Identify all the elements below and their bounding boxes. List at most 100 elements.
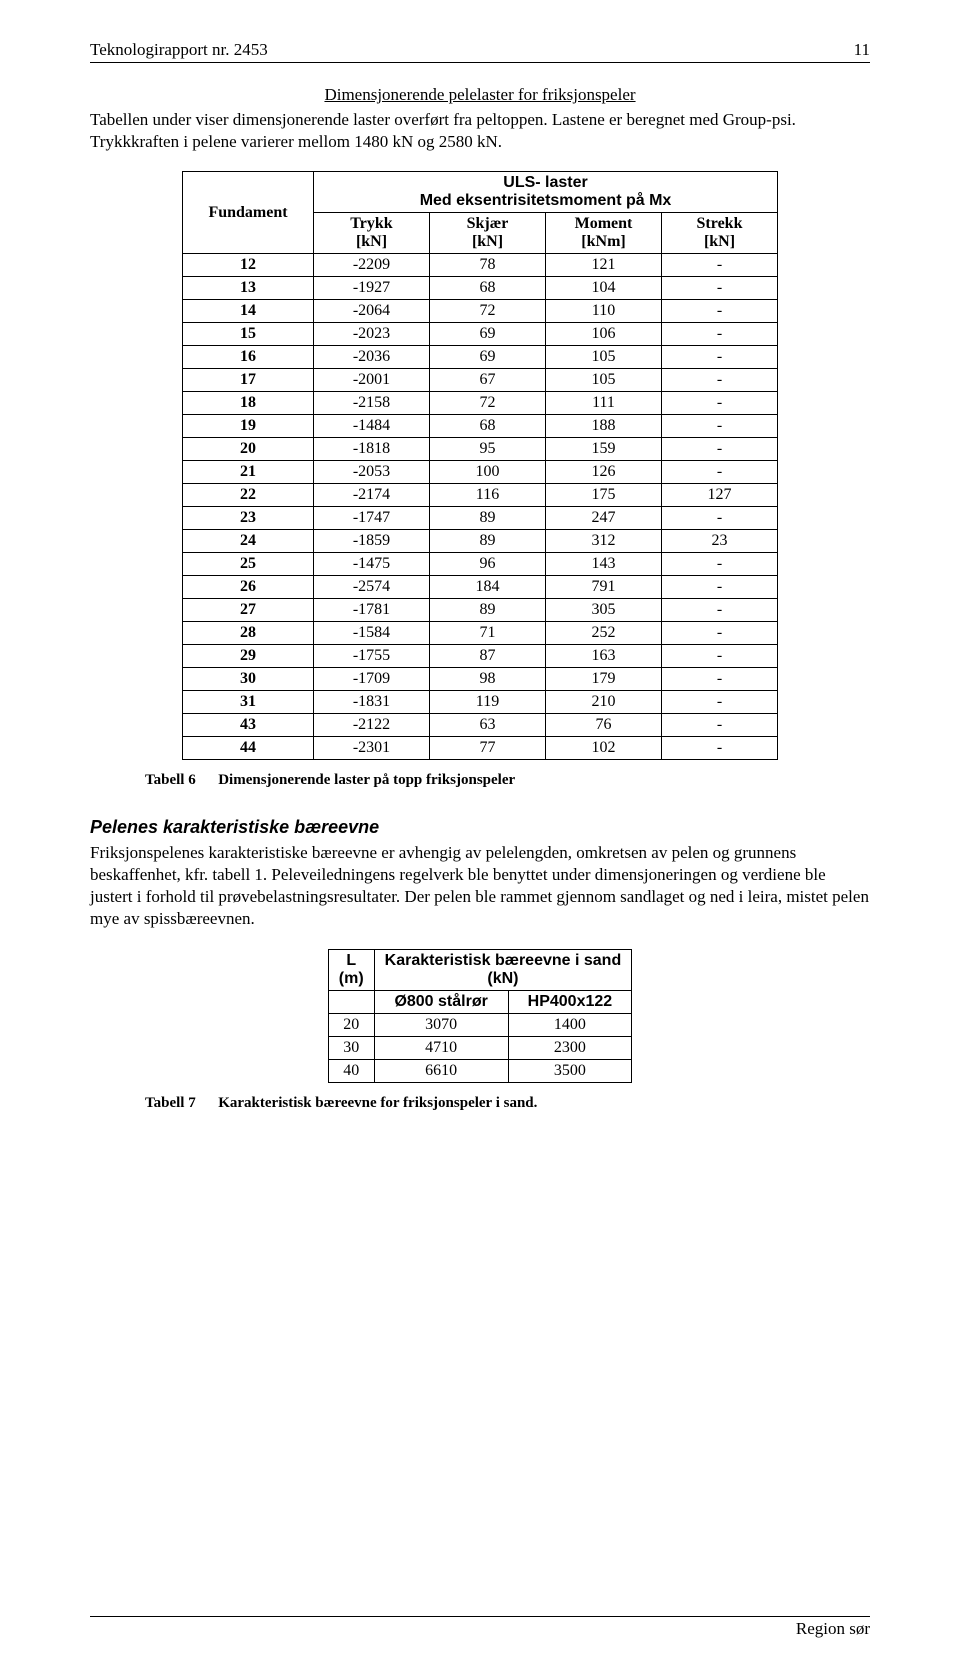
table-cell: -1584 <box>314 622 430 645</box>
table-cell: 312 <box>546 530 662 553</box>
table-cell: -1475 <box>314 553 430 576</box>
table-cell: - <box>662 714 778 737</box>
table-cell: - <box>662 323 778 346</box>
table-cell: 72 <box>430 392 546 415</box>
table-row: 18-215872111- <box>183 392 778 415</box>
table-cell: 89 <box>430 599 546 622</box>
col-L-blank <box>328 990 374 1013</box>
table-cell: -1747 <box>314 507 430 530</box>
table-cell: 13 <box>183 277 314 300</box>
table-cell: -2209 <box>314 254 430 277</box>
table2-caption-label: Tabell 7 <box>145 1095 196 1111</box>
table-cell: -2174 <box>314 484 430 507</box>
table-cell: 69 <box>430 346 546 369</box>
table-cell: 159 <box>546 438 662 461</box>
table-cell: 247 <box>546 507 662 530</box>
col-hp: HP400x122 <box>508 990 632 1013</box>
table-row: 13-192768104- <box>183 277 778 300</box>
table-row: 43-21226376- <box>183 714 778 737</box>
uls-line1: ULS- laster <box>503 174 587 191</box>
col-L: L (m) <box>328 949 374 990</box>
col-skjaer-l1: Skjær <box>467 215 509 232</box>
table-cell: -1818 <box>314 438 430 461</box>
table-row: 14-206472110- <box>183 300 778 323</box>
table-cell: -2301 <box>314 737 430 760</box>
table-row: 2030701400 <box>328 1013 631 1036</box>
table-cell: 18 <box>183 392 314 415</box>
table-cell: 20 <box>183 438 314 461</box>
table-cell: - <box>662 369 778 392</box>
table-row: 21-2053100126- <box>183 461 778 484</box>
table-cell: 1400 <box>508 1013 632 1036</box>
table-cell: 76 <box>546 714 662 737</box>
col-moment: Moment [kNm] <box>546 213 662 254</box>
table-cell: 22 <box>183 484 314 507</box>
table-cell: -2001 <box>314 369 430 392</box>
uls-laster-table: Fundament ULS- laster Med eksentrisitets… <box>182 171 778 760</box>
table-cell: 17 <box>183 369 314 392</box>
table-cell: -1781 <box>314 599 430 622</box>
table-row: 17-200167105- <box>183 369 778 392</box>
table-cell: - <box>662 461 778 484</box>
table-cell: - <box>662 645 778 668</box>
table-cell: 105 <box>546 346 662 369</box>
table-cell: 28 <box>183 622 314 645</box>
table-cell: 19 <box>183 415 314 438</box>
table-row: 19-148468188- <box>183 415 778 438</box>
table-cell: - <box>662 507 778 530</box>
table-cell: 31 <box>183 691 314 714</box>
table-cell: 95 <box>430 438 546 461</box>
table-cell: 69 <box>430 323 546 346</box>
table-cell: 6610 <box>374 1059 508 1082</box>
table-cell: 163 <box>546 645 662 668</box>
col-o800: Ø800 stålrør <box>374 990 508 1013</box>
table-cell: 210 <box>546 691 662 714</box>
table-cell: - <box>662 737 778 760</box>
col-fundament: Fundament <box>183 172 314 254</box>
col-skjaer-l2: [kN] <box>472 233 503 250</box>
section-title: Dimensjonerende pelelaster for friksjons… <box>90 85 870 105</box>
table-cell: 96 <box>430 553 546 576</box>
table-cell: - <box>662 599 778 622</box>
col-strekk-l2: [kN] <box>704 233 735 250</box>
table-cell: 24 <box>183 530 314 553</box>
table-cell: 30 <box>328 1036 374 1059</box>
col-moment-l2: [kNm] <box>581 233 625 250</box>
table-cell: -1484 <box>314 415 430 438</box>
table-cell: 21 <box>183 461 314 484</box>
table-cell: 2300 <box>508 1036 632 1059</box>
table-row: 12-220978121- <box>183 254 778 277</box>
table-cell: 305 <box>546 599 662 622</box>
table-cell: 3070 <box>374 1013 508 1036</box>
table-cell: - <box>662 277 778 300</box>
section2-paragraph: Friksjonspelenes karakteristiske bæreevn… <box>90 842 870 930</box>
table1-caption: Tabell 6 Dimensjonerende laster på topp … <box>145 772 870 789</box>
table-cell: 121 <box>546 254 662 277</box>
table-cell: 27 <box>183 599 314 622</box>
table-cell: 23 <box>183 507 314 530</box>
table-cell: 14 <box>183 300 314 323</box>
table-cell: 104 <box>546 277 662 300</box>
table-cell: - <box>662 576 778 599</box>
table-cell: 72 <box>430 300 546 323</box>
table-cell: -2064 <box>314 300 430 323</box>
table-cell: - <box>662 668 778 691</box>
table-cell: -2158 <box>314 392 430 415</box>
table-cell: 87 <box>430 645 546 668</box>
table-cell: -1831 <box>314 691 430 714</box>
col-kar-l2: (kN) <box>487 970 518 987</box>
table-cell: 111 <box>546 392 662 415</box>
table-cell: 143 <box>546 553 662 576</box>
table-cell: 68 <box>430 277 546 300</box>
table-row: 22-2174116175127 <box>183 484 778 507</box>
table-cell: 100 <box>430 461 546 484</box>
table-cell: 78 <box>430 254 546 277</box>
table-cell: 179 <box>546 668 662 691</box>
uls-line2: Med eksentrisitetsmoment på Mx <box>420 192 672 209</box>
table-cell: - <box>662 553 778 576</box>
table1-caption-label: Tabell 6 <box>145 772 196 788</box>
table-cell: 77 <box>430 737 546 760</box>
table-cell: 63 <box>430 714 546 737</box>
table-cell: -2023 <box>314 323 430 346</box>
table-cell: - <box>662 300 778 323</box>
